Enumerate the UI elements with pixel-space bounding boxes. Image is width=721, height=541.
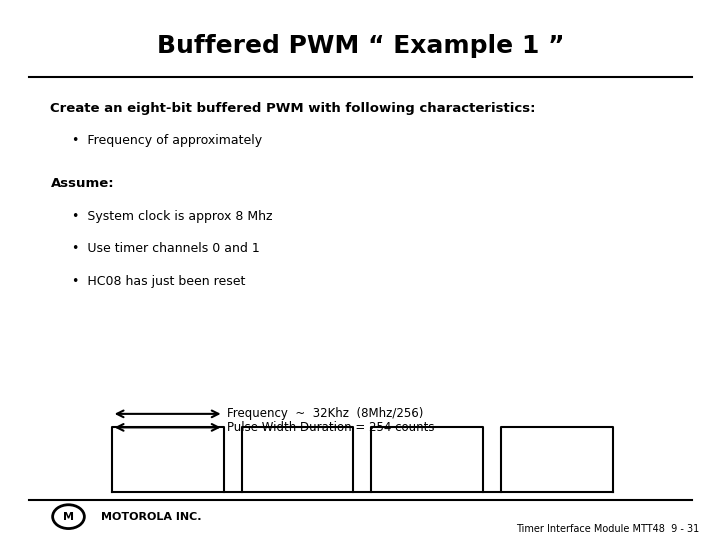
Text: Buffered PWM “ Example 1 ”: Buffered PWM “ Example 1 ” bbox=[156, 34, 565, 58]
Text: M: M bbox=[63, 512, 74, 522]
Text: MOTOROLA INC.: MOTOROLA INC. bbox=[101, 512, 201, 522]
Text: Frequency  ~  32Khz  (8Mhz/256): Frequency ~ 32Khz (8Mhz/256) bbox=[227, 407, 423, 420]
Text: •  Frequency of approximately: • Frequency of approximately bbox=[72, 134, 262, 147]
Text: Timer Interface Module MTT48  9 - 31: Timer Interface Module MTT48 9 - 31 bbox=[516, 524, 699, 534]
Text: •  System clock is approx 8 Mhz: • System clock is approx 8 Mhz bbox=[72, 210, 273, 223]
Text: •  Use timer channels 0 and 1: • Use timer channels 0 and 1 bbox=[72, 242, 260, 255]
Text: Pulse Width Duration = 254 counts: Pulse Width Duration = 254 counts bbox=[227, 421, 435, 434]
Text: Assume:: Assume: bbox=[50, 177, 114, 190]
Text: Create an eight-bit buffered PWM with following characteristics:: Create an eight-bit buffered PWM with fo… bbox=[50, 102, 536, 115]
Text: •  HC08 has just been reset: • HC08 has just been reset bbox=[72, 275, 245, 288]
